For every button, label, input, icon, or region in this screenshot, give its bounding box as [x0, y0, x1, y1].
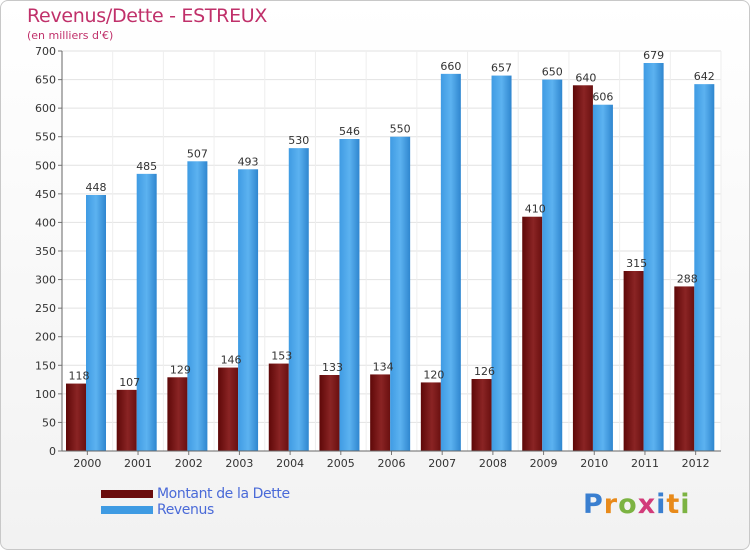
- y-tick-label: 650: [35, 74, 56, 87]
- debt-value-label: 118: [69, 370, 90, 383]
- y-tick-label: 50: [42, 416, 56, 429]
- debt-bar: [66, 383, 86, 451]
- debt-bar: [370, 374, 391, 451]
- revenus-bar: [643, 63, 664, 451]
- debt-value-label: 640: [575, 71, 596, 84]
- debt-bar: [420, 382, 441, 451]
- logo-letter: r: [603, 489, 619, 520]
- revenus-value-label: 550: [390, 123, 411, 136]
- revenus-value-label: 660: [440, 60, 461, 73]
- revenus-value-label: 493: [238, 155, 259, 168]
- x-tick-label: 2001: [124, 457, 152, 470]
- y-tick-label: 450: [35, 188, 56, 201]
- debt-bar: [218, 367, 239, 451]
- debt-bar: [167, 377, 188, 451]
- revenus-bar: [491, 75, 512, 452]
- x-tick-label: 2000: [73, 457, 101, 470]
- y-tick-label: 350: [35, 245, 56, 258]
- legend-label-debt: Montant de la Dette: [157, 486, 290, 502]
- revenus-bar: [592, 104, 613, 451]
- debt-value-label: 133: [322, 361, 343, 374]
- revenus-bar: [187, 161, 208, 452]
- debt-value-label: 134: [373, 360, 394, 373]
- revenus-value-label: 679: [643, 49, 664, 62]
- debt-value-label: 126: [474, 365, 495, 378]
- x-tick-label: 2003: [225, 457, 253, 470]
- debt-bar: [268, 363, 289, 451]
- revenus-value-label: 642: [694, 70, 715, 83]
- revenus-value-label: 546: [339, 125, 360, 138]
- y-tick-label: 500: [35, 159, 56, 172]
- proxiti-logo: Proxiti: [583, 489, 691, 520]
- y-tick-label: 400: [35, 216, 56, 229]
- revenus-bar: [440, 73, 461, 451]
- logo-letter: P: [583, 489, 604, 520]
- debt-bar: [522, 216, 543, 451]
- y-tick-label: 150: [35, 359, 56, 372]
- revenus-bar: [86, 195, 106, 451]
- revenus-bar: [390, 136, 411, 451]
- logo-letter: o: [618, 489, 638, 520]
- debt-value-label: 146: [221, 354, 242, 367]
- revenus-bar: [542, 79, 563, 452]
- logo-letter: x: [637, 489, 657, 520]
- legend-label-revenus: Revenus: [157, 502, 214, 518]
- x-tick-label: 2002: [175, 457, 203, 470]
- y-tick-label: 550: [35, 131, 56, 144]
- x-tick-label: 2005: [327, 457, 355, 470]
- x-tick-label: 2011: [631, 457, 659, 470]
- legend-swatch-debt: [101, 490, 153, 498]
- revenus-value-label: 606: [592, 91, 613, 104]
- debt-bar: [572, 85, 593, 452]
- debt-value-label: 288: [677, 272, 698, 285]
- logo-letter: i: [656, 489, 667, 520]
- revenus-value-label: 657: [491, 62, 512, 75]
- x-tick-label: 2010: [580, 457, 608, 470]
- revenus-bar: [339, 139, 360, 451]
- revenus-bar: [238, 169, 259, 452]
- x-tick-label: 2004: [276, 457, 304, 470]
- x-tick-label: 2007: [428, 457, 456, 470]
- revenus-bar: [136, 173, 157, 451]
- y-tick-label: 200: [35, 331, 56, 344]
- revenus-value-label: 485: [136, 160, 157, 173]
- debt-value-label: 315: [626, 257, 647, 270]
- revenus-value-label: 650: [542, 66, 563, 79]
- x-tick-label: 2006: [378, 457, 406, 470]
- debt-bar: [319, 375, 340, 451]
- revenus-bar: [694, 84, 715, 452]
- y-tick-label: 250: [35, 302, 56, 315]
- y-tick-label: 700: [35, 45, 56, 58]
- revenus-bar: [288, 148, 309, 451]
- revenus-value-label: 530: [288, 134, 309, 147]
- debt-bar: [471, 379, 492, 451]
- x-tick-label: 2008: [479, 457, 507, 470]
- debt-bar: [116, 389, 137, 451]
- debt-bar: [674, 286, 695, 451]
- debt-value-label: 410: [525, 203, 546, 216]
- revenus-value-label: 507: [187, 147, 208, 160]
- logo-letter: i: [680, 489, 691, 520]
- chart-title: Revenus/Dette - ESTREUX: [27, 5, 268, 27]
- x-tick-label: 2012: [682, 457, 710, 470]
- y-tick-label: 100: [35, 388, 56, 401]
- y-tick-label: 0: [49, 445, 56, 458]
- debt-value-label: 153: [271, 350, 292, 363]
- y-tick-label: 600: [35, 102, 56, 115]
- logo-letter: t: [666, 489, 681, 520]
- debt-value-label: 120: [423, 368, 444, 381]
- debt-bar: [623, 271, 644, 451]
- debt-value-label: 107: [119, 376, 140, 389]
- revenus-value-label: 448: [86, 181, 107, 194]
- debt-value-label: 129: [170, 363, 191, 376]
- legend-swatch-revenus: [101, 506, 153, 514]
- x-tick-label: 2009: [530, 457, 558, 470]
- chart-subtitle: (en milliers d'€): [27, 29, 114, 42]
- y-tick-label: 300: [35, 274, 56, 287]
